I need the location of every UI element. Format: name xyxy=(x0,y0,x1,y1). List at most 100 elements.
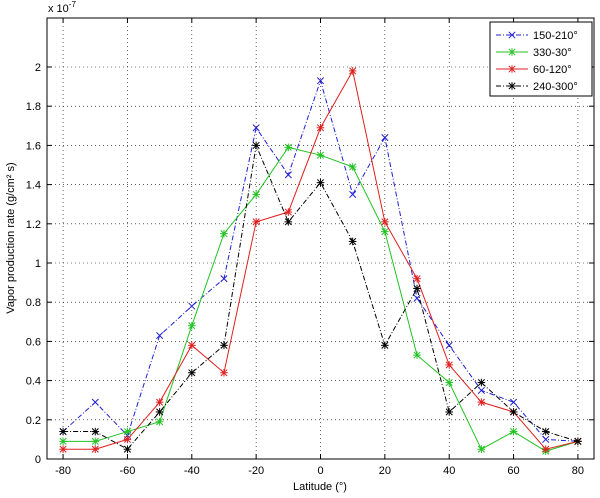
data-point xyxy=(91,437,100,446)
data-point xyxy=(348,237,357,246)
exponent-label: x 10-7 xyxy=(48,0,76,15)
x-tick-label: 40 xyxy=(443,465,455,477)
legend-label: 60-120° xyxy=(533,64,572,76)
x-tick-label: -60 xyxy=(119,465,135,477)
data-point xyxy=(284,171,292,179)
y-tick-label: 1.6 xyxy=(26,140,41,152)
data-point xyxy=(445,341,453,349)
y-tick-label: 0.8 xyxy=(26,297,41,309)
data-point xyxy=(59,437,67,446)
data-point xyxy=(477,378,486,387)
data-point xyxy=(252,124,260,132)
data-point xyxy=(541,445,550,453)
data-point xyxy=(381,218,389,226)
y-tick-label: 1 xyxy=(35,258,41,270)
data-point xyxy=(156,331,164,340)
legend-marker xyxy=(508,48,516,56)
data-point xyxy=(187,321,196,330)
data-point xyxy=(123,435,132,444)
data-point xyxy=(477,386,485,394)
series-layer xyxy=(59,67,582,455)
legend: 150-210° 330-30° 60-120° 240-300° xyxy=(489,21,593,97)
legend-entry: 240-300° xyxy=(496,81,578,93)
data-point xyxy=(477,398,486,406)
data-point xyxy=(509,427,518,436)
legend-label: 240-300° xyxy=(533,81,578,93)
data-point xyxy=(252,141,260,150)
data-point xyxy=(413,351,421,359)
data-point xyxy=(91,445,100,453)
exponent-power: -7 xyxy=(69,0,77,9)
data-point xyxy=(155,408,164,416)
x-tick-label: -20 xyxy=(248,465,264,477)
legend-entry: 60-120° xyxy=(496,64,572,76)
legend-marker xyxy=(508,82,516,90)
data-point xyxy=(91,427,100,436)
series-240-300 xyxy=(59,141,582,453)
legend-entry: 150-210° xyxy=(496,30,578,42)
data-point xyxy=(509,408,518,416)
grid xyxy=(47,18,594,460)
data-point xyxy=(284,208,293,216)
x-axis-label: Latitude (°) xyxy=(293,481,347,493)
data-point xyxy=(187,341,196,350)
y-tick-label: 0.6 xyxy=(26,336,41,348)
x-tick-label: -40 xyxy=(184,465,200,477)
y-tick-label: 0.4 xyxy=(26,376,41,388)
y-tick-label: 1.2 xyxy=(26,219,41,231)
y-tick-label: 1.4 xyxy=(26,180,41,192)
data-point xyxy=(316,77,325,85)
data-point xyxy=(284,218,293,226)
data-point xyxy=(445,361,454,369)
legend-box xyxy=(489,21,593,97)
data-point xyxy=(510,398,518,406)
legend-label: 330-30° xyxy=(533,47,572,59)
data-point xyxy=(187,368,196,377)
data-point xyxy=(155,417,164,426)
data-point xyxy=(155,398,164,406)
data-point xyxy=(316,123,325,132)
data-point xyxy=(316,151,325,159)
data-point xyxy=(91,398,99,406)
data-point xyxy=(477,445,486,453)
legend-marker xyxy=(508,65,516,73)
data-point xyxy=(381,134,389,142)
data-point xyxy=(252,190,260,199)
y-tick-label: 0.2 xyxy=(26,415,41,427)
data-point xyxy=(349,190,357,198)
data-point xyxy=(316,178,325,187)
x-tick-label: -80 xyxy=(55,465,71,477)
data-point xyxy=(381,227,389,236)
data-point xyxy=(59,445,67,453)
data-point xyxy=(220,229,228,238)
legend-marker xyxy=(508,31,516,39)
x-tick-label: 20 xyxy=(379,465,391,477)
data-point xyxy=(123,445,132,453)
y-axis-label: Vapor production rate (g/cm² s) xyxy=(5,162,17,313)
data-point xyxy=(284,143,293,152)
data-point xyxy=(542,435,550,443)
x-tick-label: 80 xyxy=(572,465,584,477)
data-point xyxy=(445,378,454,387)
legend-entry: 330-30° xyxy=(496,47,572,59)
data-point xyxy=(220,368,228,377)
data-point xyxy=(413,274,421,283)
data-point xyxy=(413,284,421,293)
data-point xyxy=(541,427,550,436)
y-tick-label: 2 xyxy=(35,62,41,74)
data-point xyxy=(348,67,357,75)
x-tick-label: 0 xyxy=(317,465,323,477)
data-point xyxy=(348,163,357,171)
legend-label: 150-210° xyxy=(533,30,578,42)
data-point xyxy=(220,341,228,350)
x-tick-label: 60 xyxy=(507,465,519,477)
y-tick-label: 0 xyxy=(35,454,41,466)
data-point xyxy=(381,341,389,350)
data-point xyxy=(413,294,421,302)
data-point xyxy=(574,437,582,446)
data-point xyxy=(445,408,454,416)
y-tick-label: 1.8 xyxy=(26,101,41,113)
data-point xyxy=(220,275,228,283)
ticks: -80 -60 -40 -20 0 20 40 60 80 0 0.2 0.4 0.6 0.8 1 1.2 1.… xyxy=(26,18,594,477)
